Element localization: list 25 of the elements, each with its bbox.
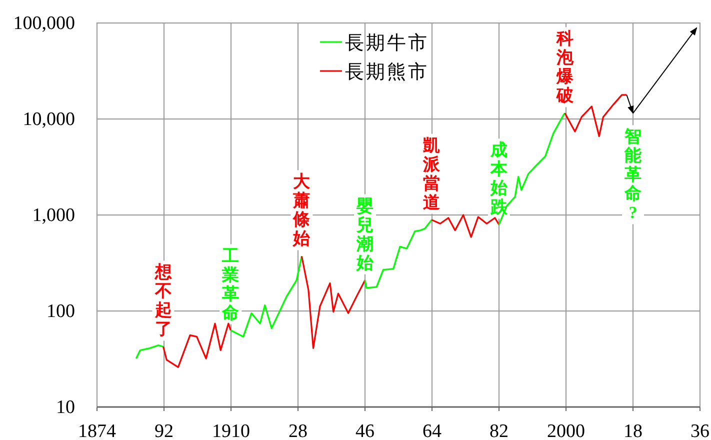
- annotation: 凱派當道: [420, 134, 443, 214]
- x-tick-label: 82: [490, 421, 508, 440]
- x-tick-label: 1874: [78, 421, 116, 440]
- annotation: 科泡爆破: [554, 27, 576, 108]
- y-tick-label: 10: [56, 397, 75, 418]
- annotation: 成本始跌: [488, 138, 510, 219]
- x-tick-label: 46: [356, 421, 374, 440]
- x-tick-label: 28: [288, 421, 308, 440]
- annotation: 想不起了: [152, 260, 174, 341]
- y-tick-label: 1,000: [32, 205, 75, 226]
- x-tick-label: 18: [624, 421, 642, 440]
- legend-label: 長期牛市: [345, 32, 429, 54]
- x-tick-label: 2000: [547, 421, 585, 440]
- annotation: 嬰兒潮始: [354, 194, 376, 274]
- annotation: 智能革命?: [622, 125, 644, 224]
- x-tick-label: 92: [154, 421, 174, 440]
- legend-label: 長期熊市: [345, 61, 429, 83]
- x-tick-label: 1910: [212, 421, 250, 440]
- y-tick-label: 10,000: [22, 109, 75, 130]
- y-tick-label: 100,000: [13, 13, 75, 34]
- x-tick-label: 36: [690, 421, 710, 440]
- y-tick-label: 100: [46, 301, 75, 322]
- annotation: 大蕭條始: [290, 170, 313, 250]
- x-tick-label: 64: [422, 421, 442, 440]
- annotation: 工業革命: [220, 244, 242, 324]
